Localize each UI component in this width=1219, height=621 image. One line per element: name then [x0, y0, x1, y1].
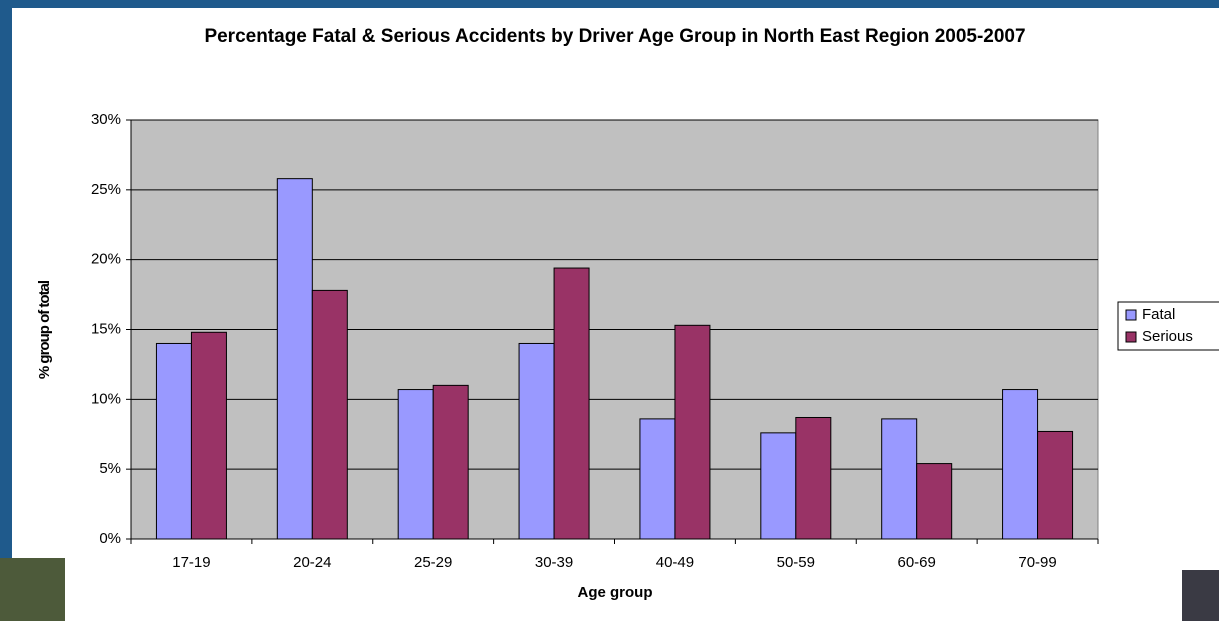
bar	[311, 289, 348, 540]
bar	[916, 463, 953, 540]
y-tick-label: 10%	[91, 390, 121, 407]
legend-label: Serious	[1142, 328, 1193, 345]
y-tick-label: 20%	[91, 251, 121, 268]
bar	[155, 342, 192, 540]
y-tick-label: 0%	[99, 530, 121, 547]
legend-label: Fatal	[1142, 306, 1175, 323]
bar	[674, 324, 711, 540]
y-axis-label: % group of total	[36, 280, 53, 379]
bar	[553, 267, 590, 540]
photo-fragment	[1182, 570, 1219, 621]
bar	[397, 389, 434, 540]
x-tick-label: 40-49	[656, 554, 694, 571]
bar	[795, 416, 832, 540]
y-tick-label: 5%	[99, 460, 121, 477]
x-tick-label: 20-24	[293, 554, 331, 571]
bar	[190, 331, 227, 540]
photo-fragment	[0, 558, 65, 621]
bar	[760, 432, 797, 540]
x-tick-label: 30-39	[535, 554, 573, 571]
x-tick-label: 70-99	[1018, 554, 1056, 571]
bar	[639, 418, 676, 540]
x-tick-label: 25-29	[414, 554, 452, 571]
bar	[432, 384, 469, 540]
bar	[1037, 430, 1074, 540]
legend-swatch	[1125, 331, 1137, 343]
x-tick-label: 17-19	[172, 554, 210, 571]
chart-title: Percentage Fatal & Serious Accidents by …	[204, 26, 1026, 47]
y-tick-label: 30%	[91, 111, 121, 128]
x-axis-label: Age group	[578, 584, 653, 601]
bar	[518, 342, 555, 540]
bar	[276, 178, 313, 540]
y-tick-label: 25%	[91, 181, 121, 198]
x-tick-label: 60-69	[898, 554, 936, 571]
x-tick-label: 50-59	[777, 554, 815, 571]
legend-swatch	[1125, 309, 1137, 321]
bar	[1002, 389, 1039, 540]
bar	[881, 418, 918, 540]
y-tick-label: 15%	[91, 320, 121, 337]
